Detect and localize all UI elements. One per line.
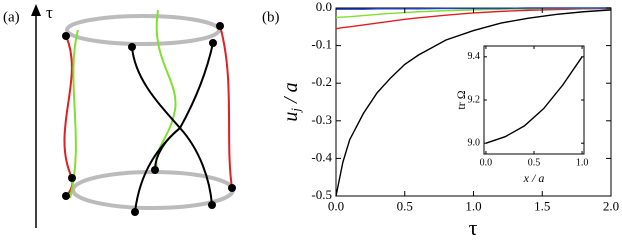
arrow-head bbox=[31, 4, 41, 16]
y-tick-label: -0.2 bbox=[311, 74, 332, 89]
x-tick-label: 0.0 bbox=[480, 157, 493, 168]
node bbox=[151, 166, 159, 174]
x-tick-label: 0.0 bbox=[328, 199, 344, 214]
chart: 0.0 0.5 1.0 9.0 9.2 9.4 x / a tr Ω bbox=[454, 45, 589, 185]
x-tick-label: 0.5 bbox=[528, 157, 541, 168]
data-line bbox=[485, 56, 583, 144]
y-tick-label: 0.0 bbox=[316, 0, 332, 14]
x-tick-label: 0.5 bbox=[397, 199, 413, 214]
y-tick-label: -0.5 bbox=[311, 187, 332, 202]
x-tick-label: 1.5 bbox=[534, 199, 550, 214]
red-path bbox=[63, 35, 74, 197]
node bbox=[216, 22, 224, 30]
node bbox=[208, 201, 216, 209]
node bbox=[209, 39, 217, 47]
top-ring bbox=[65, 14, 221, 46]
y-tick-label: 9.0 bbox=[468, 137, 481, 148]
black-path bbox=[131, 46, 213, 206]
y-axis-label-part: / a bbox=[280, 82, 302, 108]
node bbox=[62, 32, 70, 40]
nodes bbox=[62, 22, 236, 216]
node bbox=[128, 43, 136, 51]
data-line bbox=[335, 7, 612, 30]
y-tick-label: 9.2 bbox=[468, 94, 481, 105]
x-tick-label: 2.0 bbox=[603, 199, 619, 214]
y-axis-label: tr Ω bbox=[454, 90, 468, 109]
diagram: (a) τ bbox=[3, 3, 236, 228]
x-tick-label: 1.0 bbox=[576, 157, 589, 168]
data-line bbox=[336, 7, 611, 10]
panel-label: (a) bbox=[3, 9, 20, 25]
y-tick-label: -0.1 bbox=[311, 37, 332, 52]
y-axis-label: uj / a bbox=[280, 82, 303, 121]
x-axis-label: τ bbox=[469, 215, 478, 240]
node bbox=[228, 184, 236, 192]
y-axis-label-part: j bbox=[288, 108, 303, 114]
node bbox=[68, 174, 76, 182]
x-tick-label: 1.0 bbox=[465, 199, 481, 214]
node bbox=[62, 192, 70, 200]
node bbox=[131, 208, 139, 216]
plot-frame bbox=[483, 45, 585, 155]
y-tick-label: -0.3 bbox=[311, 112, 332, 127]
y-tick-label: -0.4 bbox=[311, 149, 332, 164]
green-path bbox=[155, 9, 177, 173]
data-line bbox=[335, 9, 612, 197]
x-axis-label: x / a bbox=[523, 171, 545, 185]
red-path bbox=[219, 25, 233, 189]
black-path bbox=[134, 42, 214, 213]
y-tick-label: 9.4 bbox=[468, 51, 481, 62]
panel-label: (b) bbox=[262, 9, 280, 25]
y-axis-label-part: u bbox=[280, 112, 302, 122]
arrow-label: τ bbox=[46, 3, 53, 22]
